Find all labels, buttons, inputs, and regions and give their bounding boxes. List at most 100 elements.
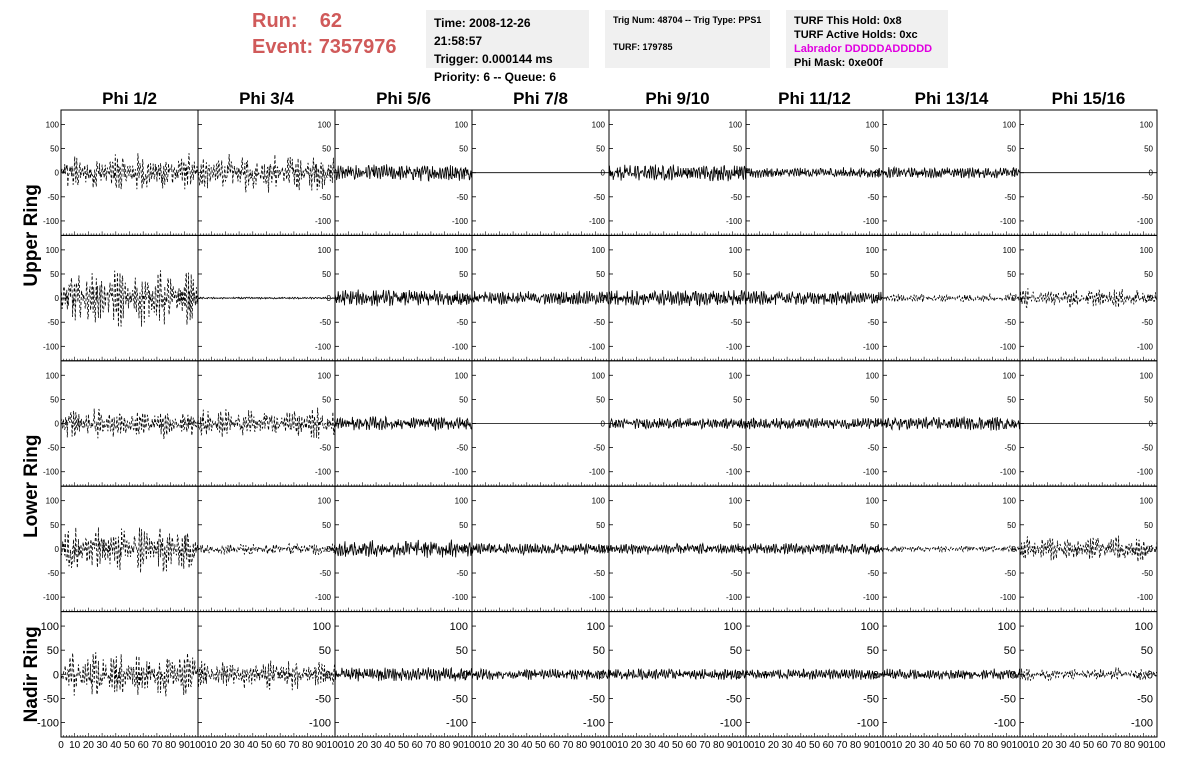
ring-label: Upper Ring	[21, 184, 42, 286]
x-tick-label: 40	[795, 740, 807, 751]
y-tick-label: 50	[1007, 521, 1016, 530]
y-tick-label: 100	[1140, 120, 1154, 129]
x-tick-label: 20	[768, 740, 780, 751]
y-tick-label: -100	[452, 468, 469, 477]
y-tick-label: -100	[589, 342, 606, 351]
turf-hold-text: TURF This Hold: 0x8	[794, 15, 902, 27]
x-tick-label: 10	[343, 740, 355, 751]
y-tick-label: 100	[1140, 497, 1154, 506]
y-tick-label: -100	[315, 342, 332, 351]
y-tick-label: 50	[50, 395, 59, 404]
y-tick-label: 50	[596, 145, 605, 154]
y-tick-label: 100	[455, 371, 469, 380]
y-tick-label: 0	[327, 420, 332, 429]
column-header: Phi 1/2	[102, 89, 157, 108]
y-tick-label: -100	[315, 217, 332, 226]
y-tick-label: -100	[726, 468, 743, 477]
x-tick-label: 10	[480, 740, 492, 751]
y-tick-label: 50	[459, 270, 468, 279]
x-tick-label: 40	[658, 740, 670, 751]
y-tick-label: 50	[870, 521, 879, 530]
y-tick-label: -100	[1000, 342, 1017, 351]
x-tick-label: 40	[384, 740, 396, 751]
waveform-trace	[745, 417, 884, 430]
y-tick-label: -100	[452, 593, 469, 602]
y-tick-label: 100	[41, 621, 59, 633]
x-tick-label: 90	[727, 740, 739, 751]
y-tick-label: -50	[319, 193, 331, 202]
y-tick-label: 100	[313, 621, 331, 633]
column-header: Phi 9/10	[645, 89, 709, 108]
y-tick-label: -50	[726, 693, 742, 705]
y-tick-label: -50	[47, 193, 59, 202]
y-tick-label: -50	[730, 444, 742, 453]
x-tick-label: 80	[165, 740, 177, 751]
y-tick-label: -100	[863, 217, 880, 226]
y-tick-label: -100	[1137, 342, 1154, 351]
x-tick-label: 70	[1110, 740, 1122, 751]
y-tick-label: -50	[1004, 193, 1016, 202]
y-tick-label: 0	[464, 294, 469, 303]
x-tick-label: 90	[453, 740, 465, 751]
y-tick-label: 100	[450, 621, 468, 633]
waveform-trace	[334, 415, 473, 432]
column-header: Phi 15/16	[1052, 89, 1126, 108]
y-tick-label: 50	[50, 270, 59, 279]
y-tick-label: -50	[863, 693, 879, 705]
y-tick-label: 100	[866, 120, 880, 129]
trig-num-box: Trig Num: 48704 -- Trig Type: PPS1 TURF:…	[605, 10, 770, 68]
run-value: 62	[319, 10, 343, 32]
y-tick-label: 50	[1144, 270, 1153, 279]
y-tick-label: 0	[55, 545, 60, 554]
y-tick-label: 100	[724, 621, 742, 633]
y-tick-label: -100	[43, 217, 60, 226]
x-tick-label: 20	[1042, 740, 1054, 751]
y-tick-label: -100	[43, 342, 60, 351]
event-value: 7357976	[318, 36, 397, 58]
y-tick-label: -100	[446, 718, 468, 730]
x-tick-label: 40	[1069, 740, 1081, 751]
x-tick-label: 30	[97, 740, 109, 751]
ring-label: Nadir Ring	[21, 626, 42, 722]
trigger-text: Trigger: 0.000144 ms	[434, 52, 553, 66]
y-tick-label: 100	[592, 497, 606, 506]
time-text: Time: 2008-12-26 21:58:57	[434, 16, 531, 48]
y-tick-label: -50	[1004, 318, 1016, 327]
y-tick-label: -50	[1004, 444, 1016, 453]
y-tick-label: -100	[857, 718, 879, 730]
y-tick-label: -50	[1137, 693, 1153, 705]
y-tick-label: 100	[729, 246, 743, 255]
y-tick-label: -100	[452, 217, 469, 226]
waveform-trace	[334, 164, 473, 183]
waveform-trace	[1019, 667, 1158, 682]
y-tick-label: 0	[464, 420, 469, 429]
y-tick-label: -50	[593, 569, 605, 578]
waveform-trace	[334, 539, 473, 558]
y-tick-label: -100	[43, 593, 60, 602]
y-tick-label: 100	[861, 621, 879, 633]
x-tick-label: 60	[823, 740, 835, 751]
y-tick-label: 50	[867, 645, 879, 657]
y-tick-label: 50	[1141, 645, 1153, 657]
x-tick-label: 70	[425, 740, 437, 751]
y-tick-label: -100	[315, 468, 332, 477]
y-tick-label: 100	[729, 371, 743, 380]
y-tick-label: -100	[726, 593, 743, 602]
ring-label: Lower Ring	[21, 434, 42, 537]
waveform-trace	[334, 289, 473, 307]
x-tick-label: 90	[1138, 740, 1150, 751]
x-tick-label: 80	[850, 740, 862, 751]
y-tick-label: 0	[55, 169, 60, 178]
x-tick-label: 70	[699, 740, 711, 751]
y-tick-label: -50	[319, 444, 331, 453]
x-tick-label: 90	[864, 740, 876, 751]
y-tick-label: 50	[1144, 145, 1153, 154]
y-tick-label: 100	[1003, 497, 1017, 506]
waveform-trace	[471, 290, 610, 306]
x-tick-label: 40	[110, 740, 122, 751]
y-tick-label: 50	[50, 521, 59, 530]
column-header: Phi 7/8	[513, 89, 568, 108]
x-tick-label: 100	[1149, 740, 1166, 751]
y-tick-label: -100	[37, 718, 59, 730]
y-tick-label: 0	[1149, 420, 1154, 429]
